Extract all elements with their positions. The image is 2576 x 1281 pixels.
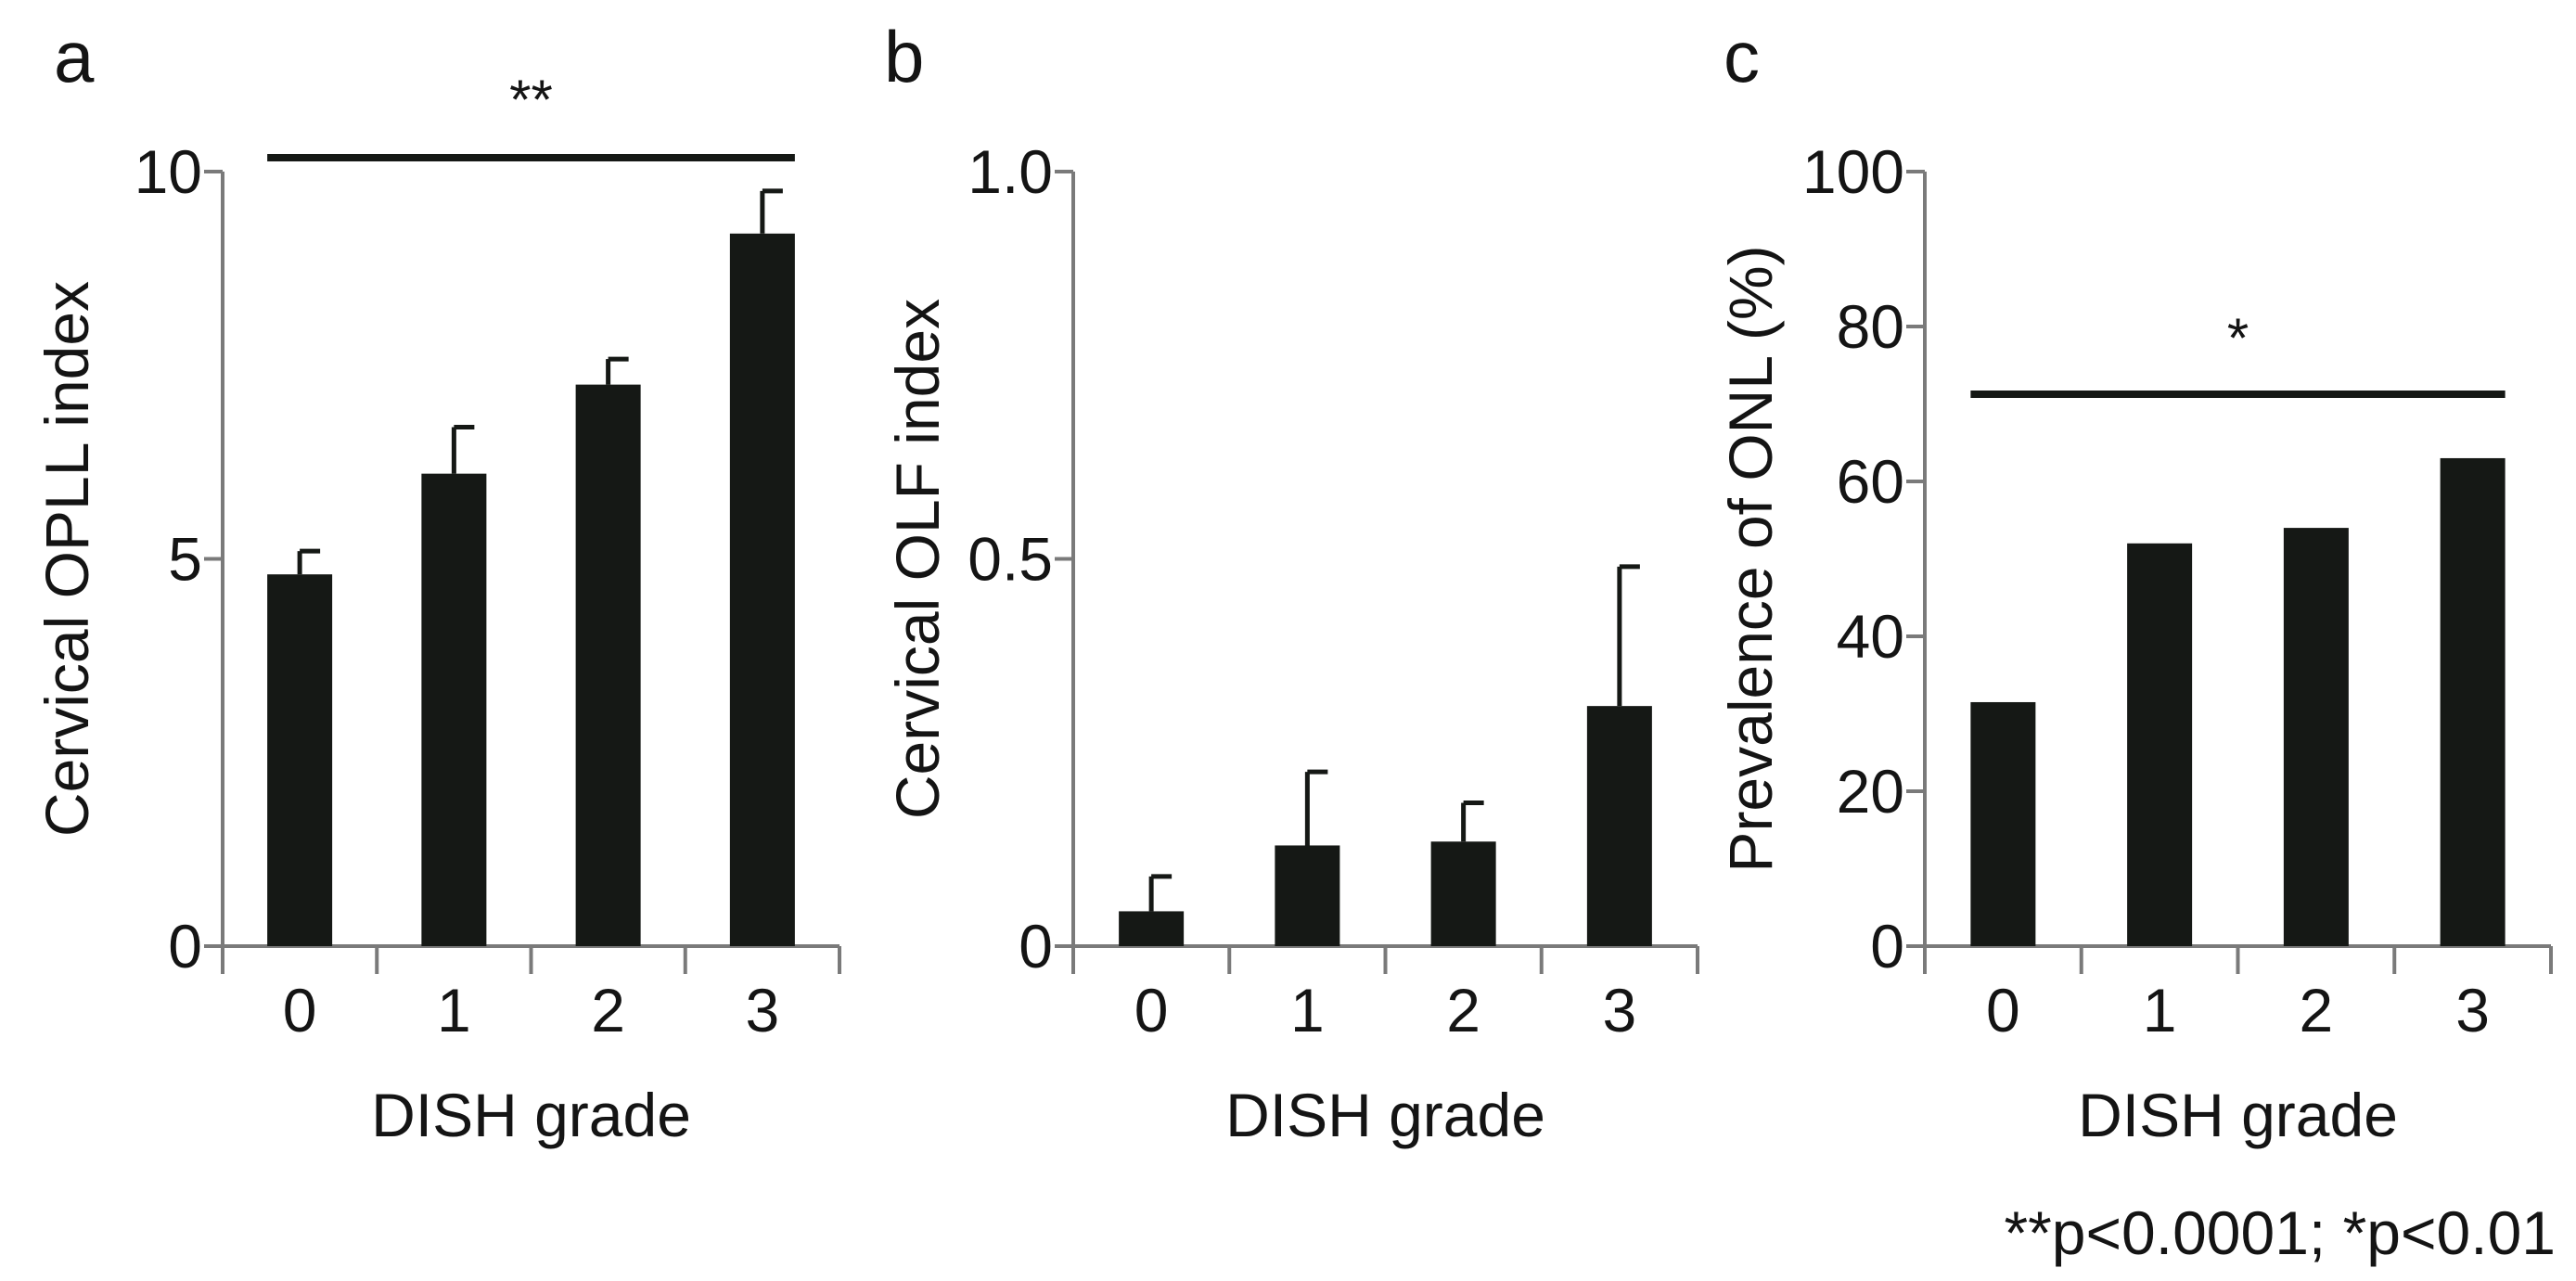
y-axis-label: Cervical OLF index [883,299,952,819]
bar-grade-0 [1119,911,1185,946]
x-tick-label: 2 [591,976,625,1044]
x-axis-label: DISH grade [2078,1081,2398,1149]
x-tick-label: 2 [2300,976,2334,1044]
x-tick-label: 0 [1986,976,2020,1044]
x-axis-label: DISH grade [371,1081,691,1149]
bar-grade-2 [2283,528,2349,946]
significance-label: * [2227,307,2249,369]
bar-grade-1 [421,473,487,946]
y-axis-label: Prevalence of ONL (%) [1716,245,1785,872]
x-axis-label: DISH grade [1225,1081,1545,1149]
x-tick-label: 3 [746,976,780,1044]
p-value-footnote: **p<0.0001; *p<0.01 [2004,1198,2556,1267]
panel-letter: b [884,16,924,97]
y-axis-label: Cervical OPLL index [32,281,101,837]
x-tick-label: 2 [1446,976,1480,1044]
bar-grade-0 [267,574,333,946]
x-tick-label: 1 [1290,976,1325,1044]
y-tick-label: 0 [1019,912,1053,980]
panel-c-onl-chart: c 0 20 40 60 80 100 0 1 2 3 DISH grade Prevalence of… [1716,16,2553,1149]
x-tick-label: 1 [437,976,471,1044]
y-tick-label: 0.5 [968,525,1053,594]
bar-grade-2 [575,384,641,946]
bar-grade-2 [1430,841,1496,946]
y-tick-label: 0 [168,912,202,980]
y-tick-label: 40 [1837,602,1904,671]
y-tick-label: 1.0 [968,137,1053,206]
y-tick-label: 60 [1837,447,1904,516]
y-tick-label: 80 [1837,292,1904,361]
y-tick-label: 0 [1870,912,1904,980]
bar-grade-1 [2127,543,2193,946]
y-tick-label: 5 [168,525,202,594]
bar-grade-3 [729,233,795,947]
panel-letter: a [54,16,95,97]
y-tick-label: 100 [1802,137,1904,206]
x-tick-label: 3 [1603,976,1637,1044]
y-tick-label: 10 [135,137,202,206]
x-tick-label: 1 [2143,976,2177,1044]
panel-a-opll-chart: a 0 5 10 0 1 2 3 DISH grade Cervical OPLL index ** [32,16,841,1149]
significance-label: ** [509,69,553,131]
bar-grade-1 [1275,845,1340,946]
x-tick-label: 0 [283,976,317,1044]
panel-letter: c [1724,16,1760,97]
bar-grade-3 [2440,457,2506,946]
panel-b-olf-chart: b 0 0.5 1.0 0 1 2 3 DISH grade Cervical OLF index [883,16,1699,1149]
bar-grade-0 [1970,701,2036,946]
bar-grade-3 [1586,706,1652,946]
x-tick-label: 0 [1134,976,1169,1044]
x-tick-label: 3 [2455,976,2490,1044]
y-tick-label: 20 [1837,757,1904,826]
